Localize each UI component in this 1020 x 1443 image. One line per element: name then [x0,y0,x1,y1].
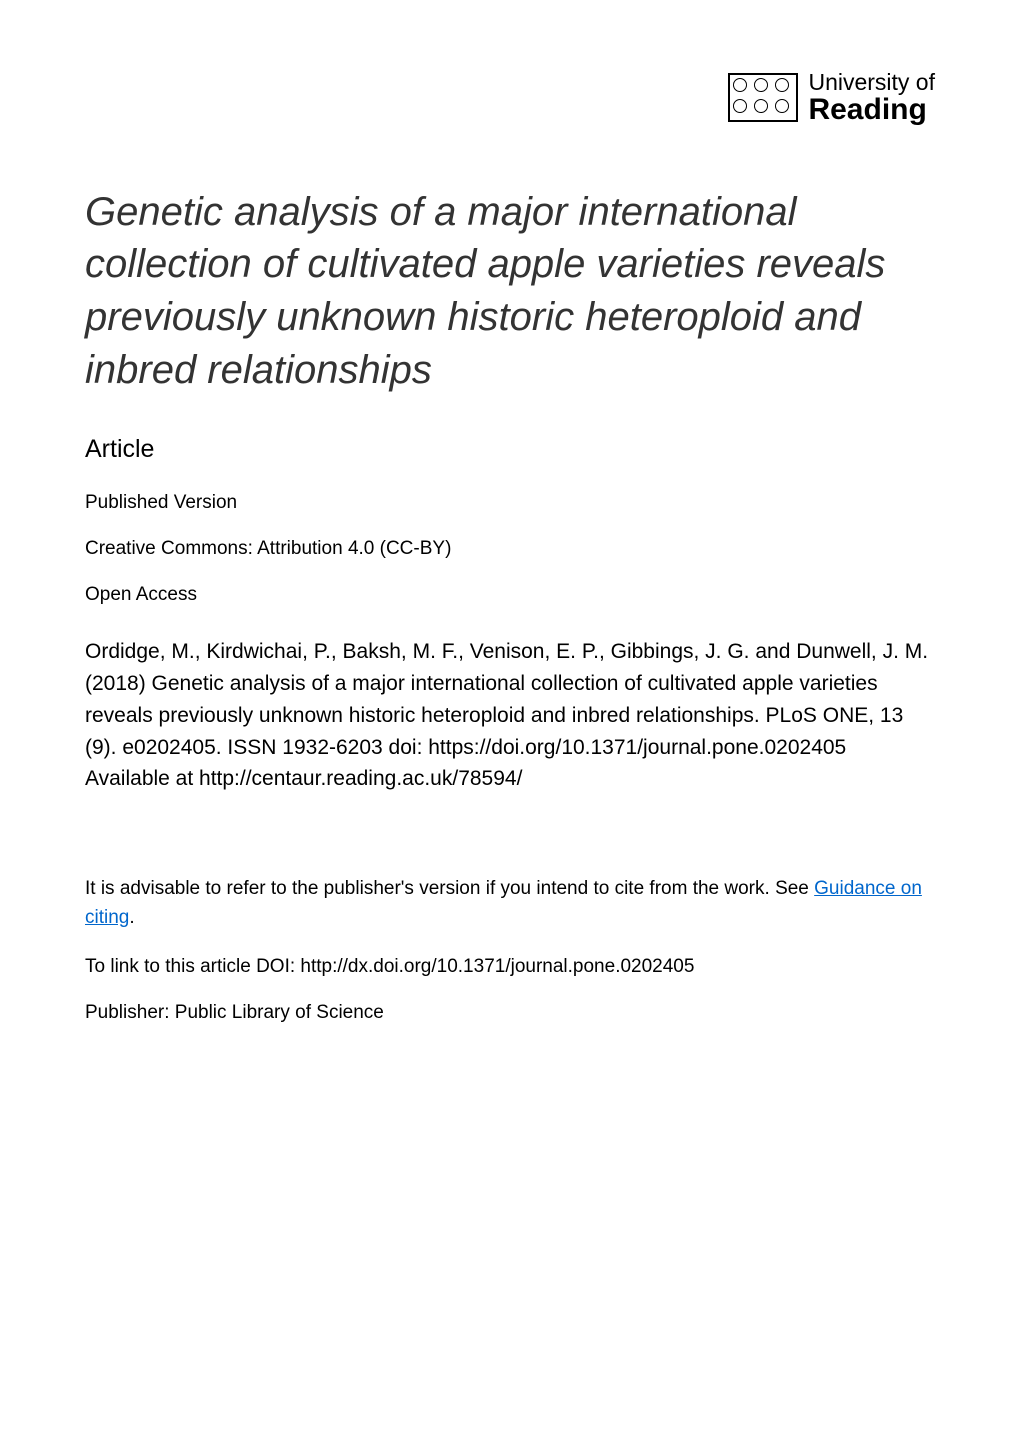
publisher-label: Publisher: Public Library of Science [85,1002,935,1024]
advisory-suffix: . [129,907,134,928]
paper-title: Genetic analysis of a major internationa… [85,186,935,397]
citation-text: Ordidge, M., Kirdwichai, P., Baksh, M. F… [85,636,935,796]
logo-grid-icon [728,73,798,122]
header: University of Reading [85,70,935,126]
license-label: Creative Commons: Attribution 4.0 (CC-BY… [85,538,935,560]
logo-text: University of Reading [808,70,935,126]
logo-mark [728,73,798,122]
doi-link-text: To link to this article DOI: http://dx.d… [85,956,935,978]
advisory-text: It is advisable to refer to the publishe… [85,875,935,932]
university-logo: University of Reading [728,70,935,126]
article-type-label: Article [85,435,935,464]
access-label: Open Access [85,584,935,606]
advisory-prefix: It is advisable to refer to the publishe… [85,878,814,899]
logo-text-line2: Reading [808,94,935,126]
logo-text-line1: University of [808,70,935,94]
version-label: Published Version [85,492,935,514]
